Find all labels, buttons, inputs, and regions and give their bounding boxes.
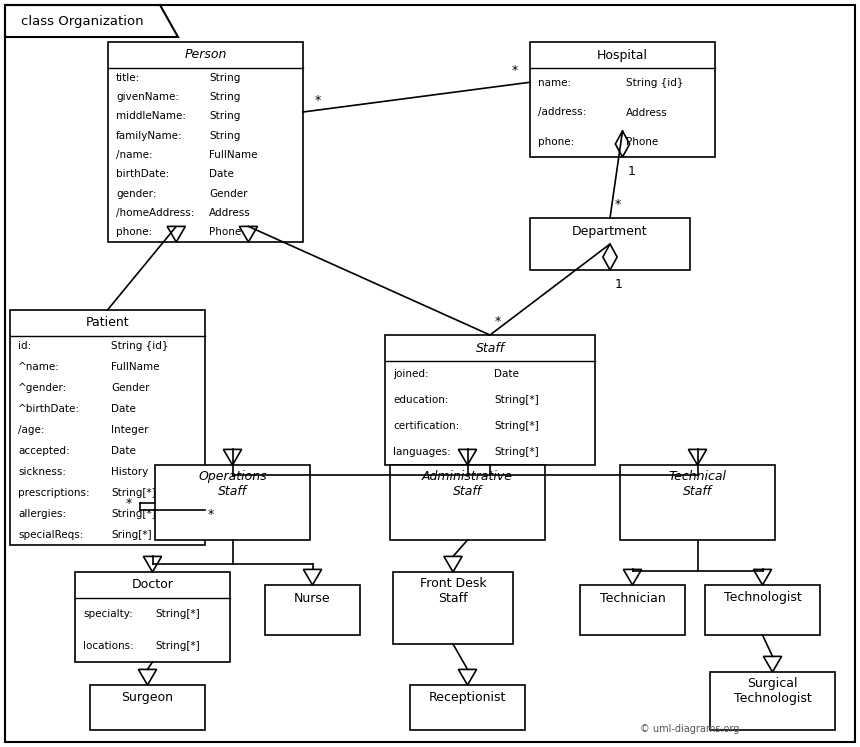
Text: Nurse: Nurse — [294, 592, 331, 604]
Text: 1: 1 — [628, 165, 636, 178]
Text: String[*]: String[*] — [494, 395, 539, 405]
Text: Address: Address — [626, 108, 668, 117]
Text: phone:: phone: — [538, 137, 574, 147]
Text: Doctor: Doctor — [132, 578, 174, 592]
Text: Phone: Phone — [626, 137, 659, 147]
Text: © uml-diagrams.org: © uml-diagrams.org — [640, 724, 740, 734]
Text: allergies:: allergies: — [18, 509, 66, 518]
Bar — [580, 585, 685, 635]
Text: Person: Person — [184, 49, 227, 61]
Text: *: * — [208, 508, 214, 521]
Text: String {id}: String {id} — [112, 341, 169, 351]
Text: String[*]: String[*] — [112, 509, 157, 518]
Text: String {id}: String {id} — [626, 78, 684, 88]
Text: Date: Date — [209, 170, 234, 179]
Bar — [75, 572, 230, 662]
Bar — [620, 465, 775, 540]
Text: accepted:: accepted: — [18, 446, 70, 456]
Text: String: String — [209, 131, 241, 140]
Text: /name:: /name: — [116, 150, 152, 160]
Text: Receptionist: Receptionist — [429, 692, 507, 704]
Text: *: * — [512, 64, 519, 77]
Bar — [265, 585, 360, 635]
Text: joined:: joined: — [393, 369, 428, 379]
Text: specialty:: specialty: — [83, 609, 132, 619]
Bar — [530, 218, 690, 270]
Text: String[*]: String[*] — [494, 421, 539, 431]
Bar — [410, 685, 525, 730]
Text: id:: id: — [18, 341, 31, 351]
Text: Date: Date — [494, 369, 519, 379]
Text: Surgeon: Surgeon — [121, 692, 174, 704]
Text: phone:: phone: — [116, 227, 152, 238]
Text: String: String — [209, 92, 241, 102]
Bar — [385, 335, 595, 465]
Text: *: * — [315, 94, 322, 107]
Bar — [530, 42, 715, 157]
Text: Sring[*]: Sring[*] — [112, 530, 152, 539]
Text: Technologist: Technologist — [723, 592, 802, 604]
Text: name:: name: — [538, 78, 571, 88]
Text: Integer: Integer — [112, 425, 149, 435]
Text: prescriptions:: prescriptions: — [18, 488, 89, 498]
Bar — [10, 310, 205, 545]
Text: ^name:: ^name: — [18, 362, 60, 372]
Bar — [108, 42, 303, 242]
Text: History: History — [112, 467, 149, 477]
Text: /age:: /age: — [18, 425, 45, 435]
Text: String[*]: String[*] — [156, 609, 200, 619]
Text: String[*]: String[*] — [494, 447, 539, 457]
Text: ^birthDate:: ^birthDate: — [18, 404, 80, 414]
Text: Administrative
Staff: Administrative Staff — [422, 470, 513, 498]
Bar — [155, 465, 310, 540]
Text: String: String — [209, 72, 241, 83]
Text: specialReqs:: specialReqs: — [18, 530, 83, 539]
Text: Date: Date — [112, 404, 136, 414]
Text: Gender: Gender — [209, 189, 248, 199]
Text: languages:: languages: — [393, 447, 451, 457]
Text: FullName: FullName — [209, 150, 258, 160]
Text: Hospital: Hospital — [597, 49, 648, 61]
Text: locations:: locations: — [83, 641, 134, 651]
Text: Technician: Technician — [599, 592, 666, 604]
Text: sickness:: sickness: — [18, 467, 66, 477]
Bar — [710, 672, 835, 730]
Text: ^gender:: ^gender: — [18, 383, 67, 393]
Text: Surgical
Technologist: Surgical Technologist — [734, 677, 811, 705]
Text: Date: Date — [112, 446, 136, 456]
Text: Technical
Staff: Technical Staff — [668, 470, 727, 498]
Text: familyName:: familyName: — [116, 131, 182, 140]
Text: *: * — [495, 315, 501, 328]
Text: Gender: Gender — [112, 383, 150, 393]
Text: education:: education: — [393, 395, 449, 405]
Text: gender:: gender: — [116, 189, 157, 199]
Text: *: * — [126, 498, 132, 510]
Bar — [393, 572, 513, 644]
Text: String: String — [209, 111, 241, 121]
Text: givenName:: givenName: — [116, 92, 179, 102]
Text: Phone: Phone — [209, 227, 242, 238]
Text: birthDate:: birthDate: — [116, 170, 169, 179]
Bar — [90, 685, 205, 730]
Text: Front Desk
Staff: Front Desk Staff — [420, 577, 486, 605]
Text: *: * — [615, 198, 621, 211]
Text: String[*]: String[*] — [156, 641, 200, 651]
Text: class Organization: class Organization — [22, 14, 144, 28]
Text: Address: Address — [209, 208, 251, 218]
Text: /address:: /address: — [538, 108, 587, 117]
Bar — [705, 585, 820, 635]
Text: String[*]: String[*] — [112, 488, 157, 498]
Bar — [390, 465, 545, 540]
Text: Operations
Staff: Operations Staff — [198, 470, 267, 498]
Text: Staff: Staff — [476, 341, 505, 355]
Text: Patient: Patient — [86, 317, 129, 329]
Text: FullName: FullName — [112, 362, 160, 372]
Text: title:: title: — [116, 72, 140, 83]
Text: middleName:: middleName: — [116, 111, 186, 121]
Text: certification:: certification: — [393, 421, 459, 431]
Text: /homeAddress:: /homeAddress: — [116, 208, 194, 218]
Text: Department: Department — [572, 225, 648, 238]
Text: 1: 1 — [615, 278, 623, 291]
